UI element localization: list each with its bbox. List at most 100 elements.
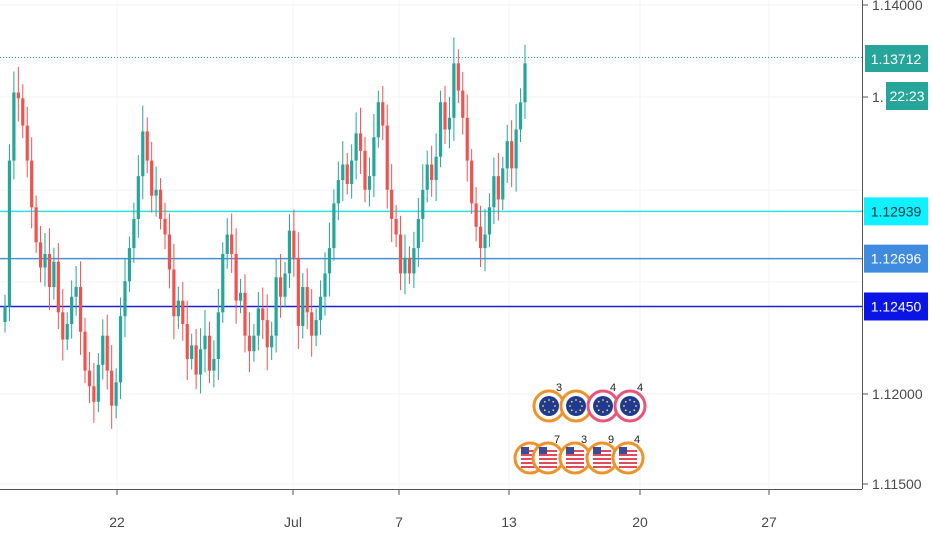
candle-body	[7, 160, 12, 307]
current-price-tag[interactable]	[865, 45, 928, 72]
candle-body	[363, 150, 367, 190]
level-2-tag	[864, 244, 928, 273]
event-count: 4	[637, 382, 643, 394]
eu-event-icon[interactable]	[559, 389, 593, 423]
candle-body	[145, 131, 149, 161]
candle-body	[287, 230, 292, 274]
candle-body	[438, 102, 443, 157]
horizontal-levels[interactable]: 1.12939 1.12696 1.12450	[0, 197, 928, 321]
candle-body	[234, 253, 238, 301]
candle-body	[327, 248, 332, 274]
candle-body	[278, 277, 283, 297]
candle-body	[301, 287, 305, 326]
y-tick-label: 1.11500	[872, 476, 922, 492]
candle-body	[221, 253, 225, 313]
us-event-icon[interactable]: 3	[558, 434, 592, 475]
candle-body	[447, 117, 452, 130]
candle-body	[247, 335, 252, 352]
candle-body	[487, 207, 492, 235]
event-count: 4	[610, 382, 616, 394]
eu-event-icon[interactable]: 4	[586, 382, 620, 423]
candle-body	[230, 234, 234, 254]
candle-body	[385, 125, 389, 190]
candle-body	[430, 164, 434, 181]
x-tick-label: 27	[761, 514, 777, 530]
candle-body	[12, 92, 16, 161]
event-count: 9	[608, 434, 614, 446]
candle-body	[78, 287, 83, 332]
event-count: 3	[556, 382, 562, 394]
event-count: 3	[581, 434, 587, 446]
us-event-icon[interactable]: 9	[585, 434, 619, 475]
price-axis[interactable]: 1.14000 1.12000 1.11500	[862, 0, 923, 492]
candle-body	[381, 102, 385, 126]
candle-body	[252, 335, 256, 352]
y-tick-label: 1.12000	[872, 386, 923, 402]
candle-body	[421, 189, 425, 219]
candle-body	[158, 189, 163, 219]
candle-body	[416, 218, 420, 249]
candle-body	[203, 335, 207, 350]
candle-body	[123, 281, 127, 317]
us-event-icon[interactable]: 7	[531, 434, 565, 475]
candle-body	[225, 234, 229, 254]
candle-body	[47, 253, 52, 288]
candle-body	[101, 335, 105, 365]
candle-body	[510, 141, 514, 169]
candle-body	[190, 345, 194, 359]
candle-body	[398, 234, 403, 274]
candle-body	[216, 312, 220, 359]
candle-body	[56, 261, 60, 313]
candle-body	[154, 189, 158, 196]
candle-body	[292, 230, 296, 258]
candle-body	[65, 323, 69, 340]
candle-body	[105, 335, 109, 371]
economic-events[interactable]: 3 4 4 7 3 9 4	[513, 382, 647, 475]
candle-body	[87, 370, 92, 387]
x-tick-label: 20	[632, 514, 648, 530]
event-count: 4	[634, 434, 640, 446]
time-axis[interactable]: 22 Jul 7 13 20 27	[109, 489, 777, 530]
candle-body	[336, 180, 340, 204]
candle-body	[358, 133, 363, 151]
candle-body	[61, 312, 65, 340]
candle-body	[314, 320, 318, 336]
candle-body	[323, 273, 327, 297]
candle-body	[318, 296, 323, 321]
candle-body	[478, 226, 483, 249]
candle-body	[492, 176, 496, 208]
candle-body	[523, 63, 527, 103]
candle-body	[474, 203, 478, 227]
candle-body	[465, 117, 469, 161]
candle-body	[83, 331, 87, 371]
eu-event-icon[interactable]: 3	[532, 382, 566, 423]
level-1-tag	[864, 197, 928, 226]
candle-body	[305, 287, 309, 313]
candle-body	[21, 98, 25, 126]
us-event-icon[interactable]: 4	[611, 434, 645, 475]
candle-body	[114, 382, 118, 406]
candle-body	[110, 370, 114, 406]
candle-body	[296, 257, 300, 326]
level-3-label: 1.12450	[871, 298, 922, 314]
candle-body	[38, 242, 43, 268]
y-tick-label: 1.14000	[872, 0, 923, 13]
countdown-label: 22:23	[889, 88, 924, 104]
eu-event-icon[interactable]: 4	[613, 382, 647, 423]
candle-body	[283, 273, 287, 297]
candle-body	[25, 125, 29, 161]
candle-body	[367, 176, 372, 190]
event-count: 7	[554, 434, 560, 446]
candle-body	[16, 92, 20, 99]
candle-body	[243, 292, 247, 336]
candle-body	[310, 312, 314, 336]
candle-body	[3, 306, 7, 323]
candle-body	[127, 248, 132, 282]
chart-grid	[0, 0, 862, 489]
candle-body	[176, 300, 180, 317]
candle-body	[505, 141, 509, 169]
candle-body	[514, 129, 518, 169]
candle-body	[74, 287, 78, 297]
candle-body	[332, 203, 336, 249]
